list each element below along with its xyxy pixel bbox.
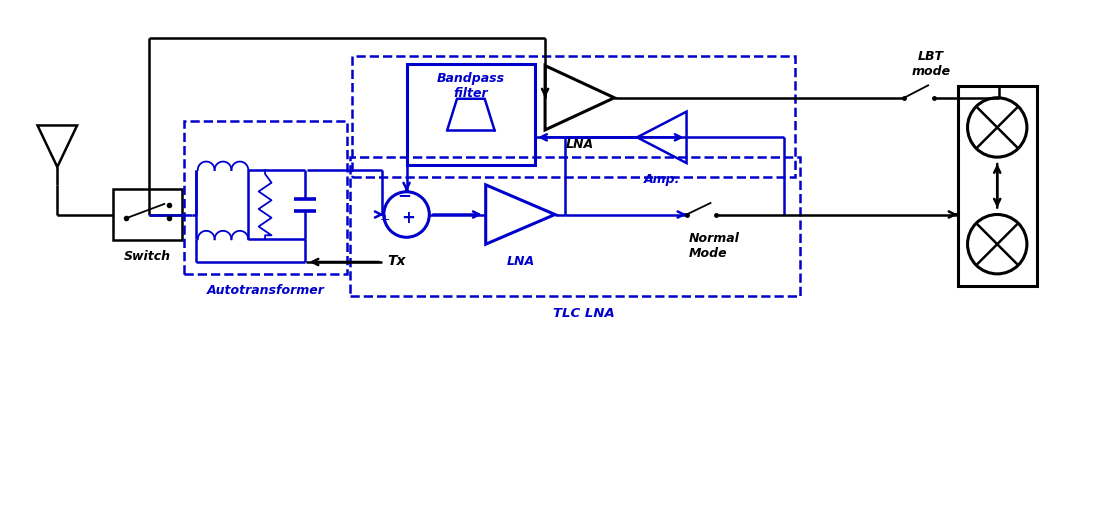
Text: −: −: [398, 185, 411, 204]
Bar: [407, 64, 535, 165]
Text: LNA: LNA: [566, 138, 593, 151]
Text: +: +: [401, 210, 416, 227]
Text: Amp.: Amp.: [644, 173, 681, 186]
Text: Switch: Switch: [124, 250, 171, 263]
Text: Autotransformer: Autotransformer: [206, 284, 324, 297]
Bar: [957, 86, 1037, 286]
Bar: [350, 157, 801, 296]
Bar: [113, 189, 182, 240]
Text: Tx: Tx: [388, 254, 406, 268]
Text: Normal
Mode: Normal Mode: [688, 232, 739, 260]
Text: TLC LNA: TLC LNA: [554, 307, 615, 320]
Bar: [352, 56, 795, 177]
Bar: [184, 121, 347, 274]
Text: LNA: LNA: [506, 255, 534, 268]
Text: +: +: [379, 213, 390, 226]
Text: Bandpass
filter: Bandpass filter: [437, 72, 505, 100]
Text: LBT
mode: LBT mode: [911, 50, 951, 78]
